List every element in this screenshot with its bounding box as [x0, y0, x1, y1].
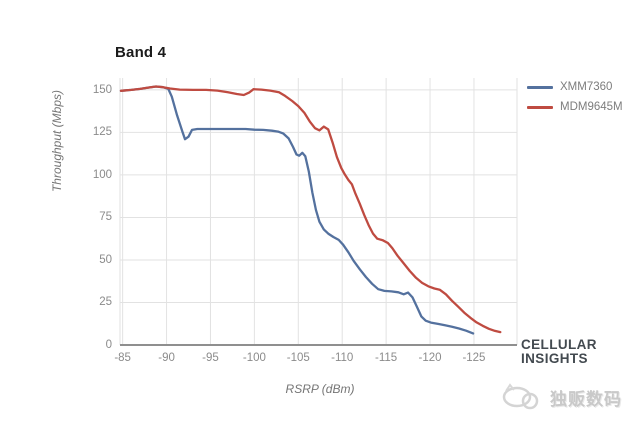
branding-line2: INSIGHTS — [521, 351, 588, 366]
legend-swatch-xmm7360-line — [527, 85, 553, 89]
x-tick-label: -115 — [375, 352, 398, 364]
legend-label: MDM9645M — [560, 101, 623, 113]
x-tick-label: -90 — [158, 352, 175, 364]
x-tick-label: -100 — [242, 352, 266, 364]
legend-swatch-mdm9645m-line — [527, 105, 553, 109]
x-tick-label: -85 — [114, 352, 131, 364]
y-tick-label: 0 — [105, 339, 112, 351]
y-tick-label: 100 — [92, 168, 112, 181]
watermark: 独贩数码 — [500, 381, 622, 413]
branding-line1: CELLULAR — [521, 337, 597, 352]
x-tick-label: -105 — [286, 352, 310, 364]
watermark-animal-logo-icon — [502, 383, 539, 410]
legend-item-mdm9645m: MDM9645M — [527, 97, 623, 117]
y-tick-label: 150 — [92, 83, 112, 96]
x-tick-label: -125 — [462, 352, 486, 364]
series-line-mdm9645m — [119, 85, 502, 334]
legend-label: XMM7360 — [560, 81, 613, 93]
series-line-xmm7360 — [119, 85, 475, 335]
cellular-insights-logo-text: CELLULAR INSIGHTS — [521, 338, 597, 366]
y-axis-title: Throughput (Mbps) — [50, 89, 64, 193]
x-tick-label: -120 — [418, 352, 442, 364]
legend-item-xmm7360: XMM7360 — [527, 77, 623, 97]
chart-title: Band 4 — [115, 44, 167, 61]
y-tick-label: 25 — [99, 296, 112, 309]
legend: XMM7360 MDM9645M — [527, 77, 623, 117]
watermark-text: 独贩数码 — [550, 389, 622, 409]
x-tick-label: -95 — [202, 352, 219, 364]
y-tick-label: 125 — [92, 126, 112, 139]
y-tick-label: 50 — [99, 253, 112, 266]
y-tick-label: 75 — [99, 211, 112, 224]
x-axis-title: RSRP (dBm) — [285, 382, 355, 396]
x-tick-label: -110 — [331, 352, 354, 364]
